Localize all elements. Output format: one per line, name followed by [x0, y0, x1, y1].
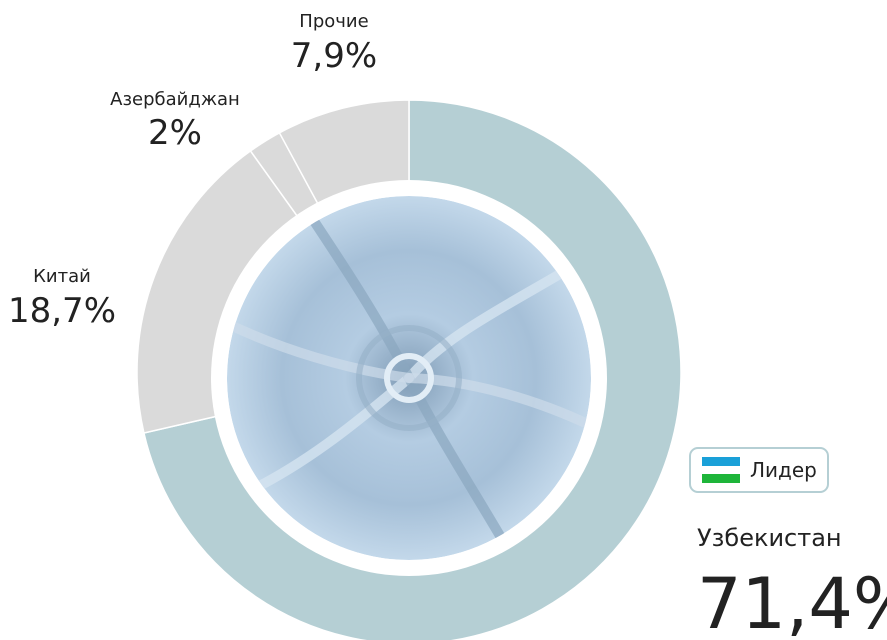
value-label: 18,7% — [8, 291, 116, 331]
value-label: 2% — [148, 113, 202, 153]
value-label: 7,9% — [291, 36, 377, 76]
value-label: 71,4% — [697, 563, 887, 640]
category-label: Прочие — [299, 11, 368, 32]
category-label: Узбекистан — [697, 524, 842, 552]
chart: Лидер Узбекистан 71,4% Китай 18,7% Азербайдж… — [0, 0, 887, 640]
category-label: Азербайджан — [110, 89, 240, 110]
category-label: Китай — [33, 266, 91, 287]
badge-label: Лидер — [750, 458, 817, 482]
leader-badge: Лидер — [690, 448, 828, 492]
